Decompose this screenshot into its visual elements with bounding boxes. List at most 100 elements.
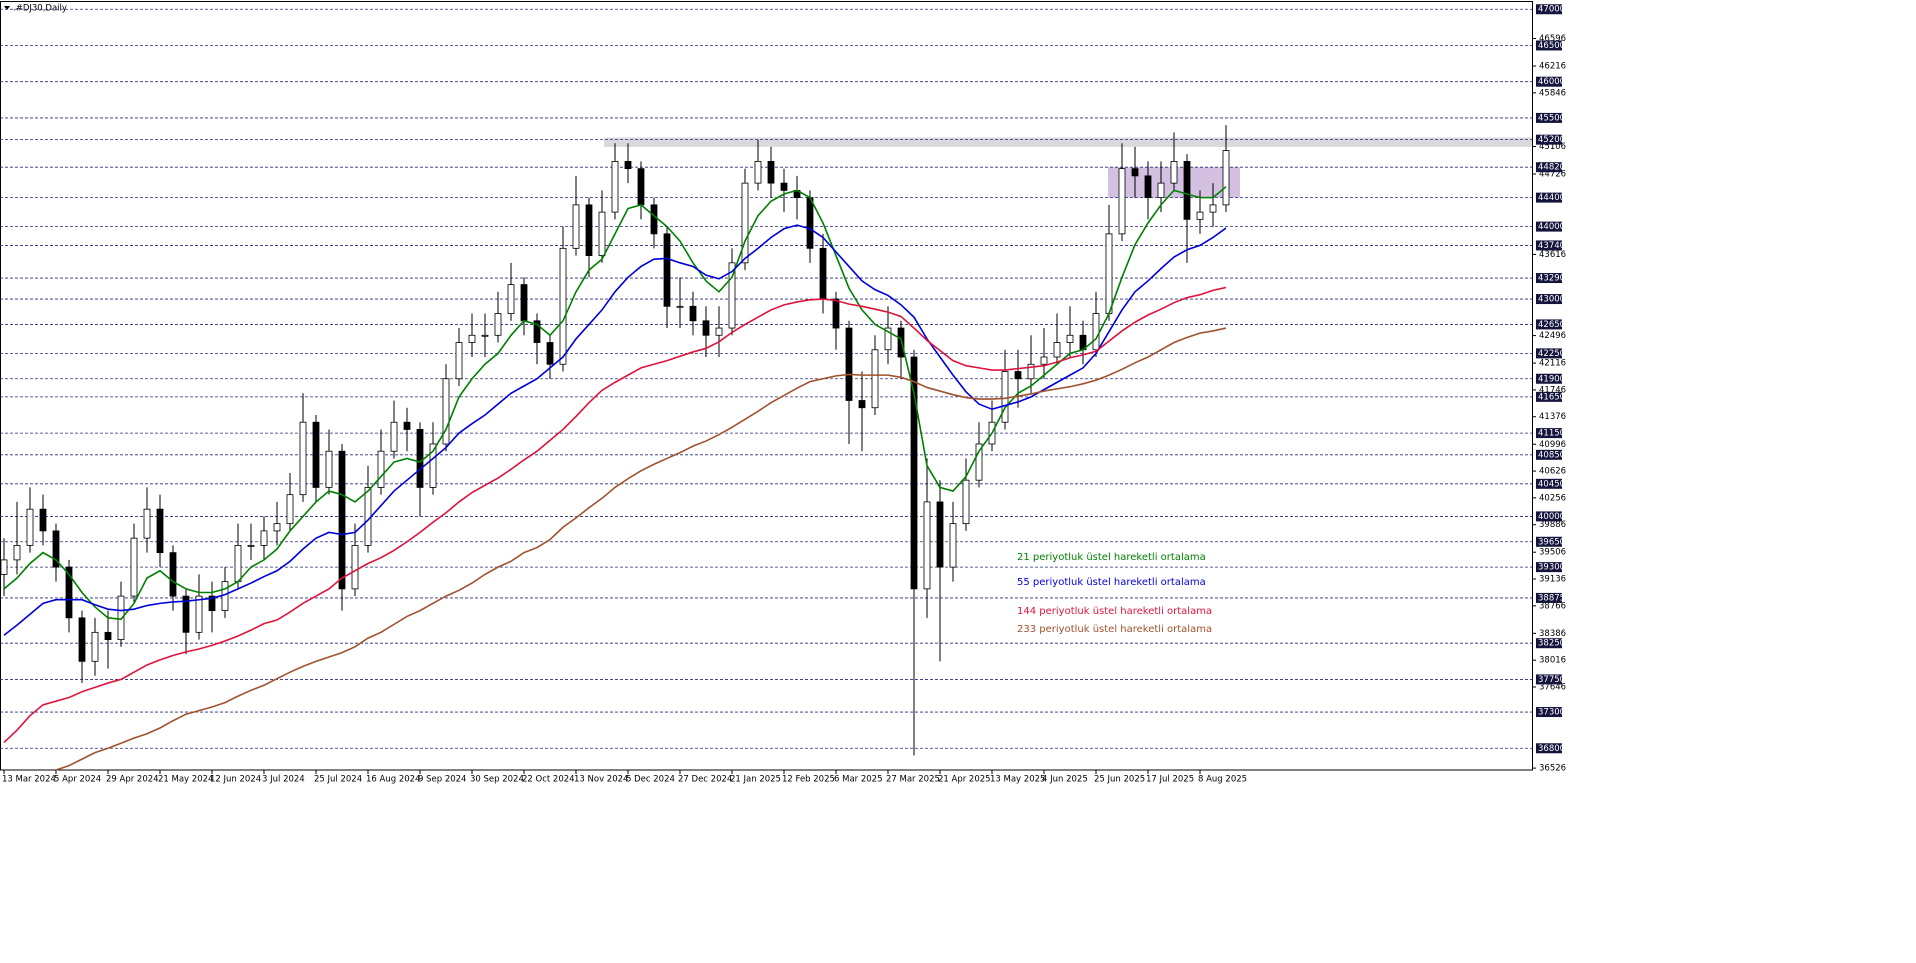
candle-body bbox=[1131, 168, 1139, 177]
candle-body bbox=[845, 327, 853, 401]
candle-body bbox=[1014, 371, 1022, 380]
candle-body bbox=[572, 204, 580, 249]
level-label: 44000 bbox=[1538, 222, 1565, 232]
level-label: 41900 bbox=[1538, 374, 1565, 384]
candle-body bbox=[767, 160, 775, 184]
candle-body bbox=[195, 595, 203, 633]
candle-body bbox=[1157, 182, 1165, 199]
candle-body bbox=[1053, 342, 1061, 358]
candle-body bbox=[351, 544, 359, 590]
candle-body bbox=[13, 544, 21, 561]
candle-body bbox=[819, 247, 827, 300]
level-label: 42250 bbox=[1538, 349, 1565, 359]
candle-body bbox=[416, 429, 424, 488]
legend-entry: 21 periyotluk üstel hareketli ortalama bbox=[1017, 552, 1206, 563]
candle-body bbox=[702, 320, 710, 336]
level-label: 45200 bbox=[1538, 135, 1565, 145]
plot-frame bbox=[0, 1, 1533, 771]
level-label-box bbox=[1536, 511, 1562, 522]
x-tick-label: 25 Jun 2025 bbox=[1094, 775, 1145, 785]
candle-body bbox=[442, 378, 450, 445]
ema-line bbox=[3, 186, 1227, 621]
candle-body bbox=[286, 494, 294, 525]
candle-body bbox=[52, 530, 60, 568]
y-tick-label: 41746 bbox=[1539, 385, 1566, 395]
candle-body bbox=[0, 559, 8, 575]
candle-body bbox=[1170, 160, 1178, 184]
x-tick-label: 4 Jun 2025 bbox=[1042, 775, 1088, 785]
level-label: 38250 bbox=[1538, 639, 1565, 649]
y-tick-label: 43616 bbox=[1539, 250, 1566, 260]
candle-body bbox=[455, 342, 463, 380]
x-tick-label: 13 Nov 2024 bbox=[574, 775, 628, 785]
candle-body bbox=[624, 160, 632, 170]
candle-body bbox=[273, 523, 281, 532]
level-label: 44400 bbox=[1538, 193, 1565, 203]
level-label-box bbox=[1536, 319, 1562, 330]
level-label: 37750 bbox=[1538, 675, 1565, 685]
candle-body bbox=[780, 182, 788, 191]
level-label: 47000 bbox=[1538, 5, 1565, 15]
y-tick-label: 42496 bbox=[1539, 331, 1566, 341]
candle-body bbox=[130, 537, 138, 597]
x-tick-label: 9 Sep 2024 bbox=[418, 775, 466, 785]
level-label-box bbox=[1536, 592, 1562, 603]
candle-body bbox=[39, 508, 47, 532]
candle-body bbox=[1118, 168, 1126, 235]
y-tick-label: 46596 bbox=[1539, 34, 1566, 44]
level-label-box bbox=[1536, 348, 1562, 359]
ema-line bbox=[3, 224, 1227, 636]
y-tick-label: 42116 bbox=[1539, 359, 1566, 369]
candle-body bbox=[676, 305, 684, 308]
level-label: 39650 bbox=[1538, 537, 1565, 547]
level-label-box bbox=[1536, 192, 1562, 203]
x-tick-label: 6 Mar 2025 bbox=[834, 775, 882, 785]
candle-body bbox=[832, 298, 840, 329]
level-label: 39300 bbox=[1538, 563, 1565, 573]
x-tick-label: 8 Aug 2025 bbox=[1198, 775, 1247, 785]
candle-body bbox=[1027, 363, 1035, 380]
candle-body bbox=[299, 421, 307, 496]
candle-body bbox=[936, 501, 944, 568]
menu-triangle bbox=[4, 6, 10, 10]
level-label: 44820 bbox=[1538, 163, 1565, 173]
ema-line bbox=[55, 327, 1227, 771]
level-label-box bbox=[1536, 134, 1562, 145]
level-label-box bbox=[1536, 4, 1562, 15]
level-label-box bbox=[1536, 638, 1562, 649]
level-label: 43740 bbox=[1538, 241, 1565, 251]
candle-body bbox=[507, 284, 515, 314]
level-label: 41650 bbox=[1538, 392, 1565, 402]
x-tick-label: 3 Jul 2024 bbox=[262, 775, 305, 785]
y-tick-label: 44726 bbox=[1539, 170, 1566, 180]
x-tick-label: 12 Jun 2024 bbox=[210, 775, 261, 785]
candle-body bbox=[884, 327, 892, 351]
candle-body bbox=[975, 443, 983, 481]
level-label: 36800 bbox=[1538, 744, 1565, 754]
candle-body bbox=[104, 631, 112, 640]
candle-body bbox=[221, 581, 229, 612]
candle-body bbox=[1092, 313, 1100, 351]
x-tick-label: 16 Aug 2024 bbox=[366, 775, 420, 785]
y-tick-label: 40256 bbox=[1539, 493, 1566, 503]
level-label-box bbox=[1536, 294, 1562, 305]
candle-body bbox=[429, 443, 437, 488]
y-tick-label: 37646 bbox=[1539, 682, 1566, 692]
level-label-box bbox=[1536, 707, 1562, 718]
candle-body bbox=[65, 566, 73, 619]
x-tick-label: 27 Dec 2024 bbox=[678, 775, 732, 785]
ema-line bbox=[3, 286, 1227, 744]
zone bbox=[604, 137, 1532, 147]
candle-body bbox=[78, 617, 86, 662]
candle-body bbox=[741, 182, 749, 264]
candle-body bbox=[1144, 175, 1152, 199]
level-label-box bbox=[1536, 536, 1562, 547]
candle-body bbox=[182, 595, 190, 633]
x-tick-label: 22 Oct 2024 bbox=[522, 775, 575, 785]
x-tick-label: 29 Apr 2024 bbox=[106, 775, 159, 785]
candle-body bbox=[546, 342, 554, 365]
candle-body bbox=[247, 544, 255, 547]
level-label: 40000 bbox=[1538, 512, 1565, 522]
